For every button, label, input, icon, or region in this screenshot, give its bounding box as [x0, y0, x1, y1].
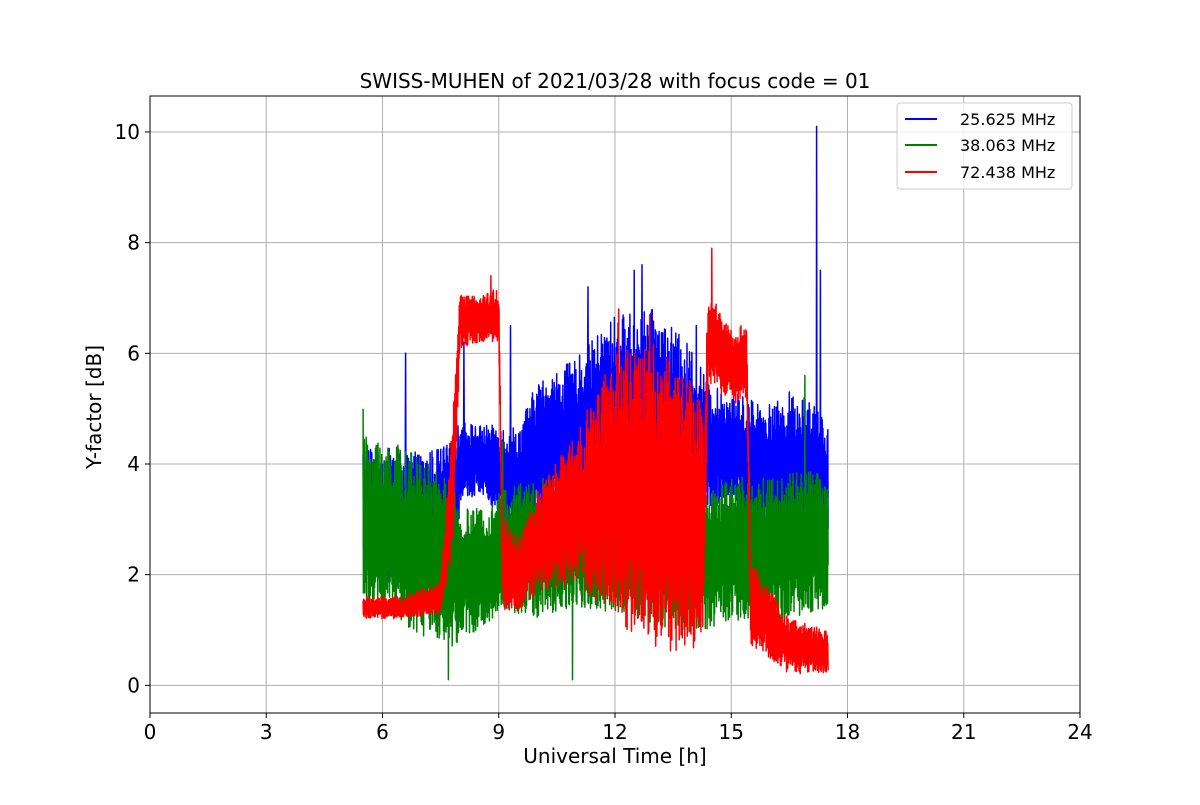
x-tick-label: 15 [719, 720, 744, 744]
y-tick-label: 10 [115, 120, 140, 144]
chart-title: SWISS-MUHEN of 2021/03/28 with focus cod… [360, 69, 871, 93]
series-line-1 [362, 125, 829, 597]
x-tick-label: 9 [492, 720, 505, 744]
series-line-3 [362, 247, 829, 675]
legend-label-3: 72.438 MHz [960, 163, 1055, 182]
legend-entry-1: 25.625 MHz [905, 110, 1055, 129]
x-tick-label: 0 [144, 720, 157, 744]
x-tick-label: 6 [376, 720, 389, 744]
y-tick-label: 0 [127, 673, 140, 697]
legend-label-1: 25.625 MHz [960, 110, 1055, 129]
legend: 25.625 MHz 38.063 MHz 72.438 MHz [896, 102, 1073, 190]
legend-entry-3: 72.438 MHz [905, 163, 1055, 182]
x-tick-label: 24 [1067, 720, 1092, 744]
x-axis-label: Universal Time [h] [523, 744, 706, 768]
y-tick-label: 8 [127, 231, 140, 255]
y-tick-label: 4 [127, 452, 140, 476]
x-tick-label: 3 [260, 720, 273, 744]
x-tick-label: 12 [602, 720, 627, 744]
y-tick-label: 2 [127, 563, 140, 587]
plot-frame [149, 95, 1081, 714]
x-tick-label: 18 [835, 720, 860, 744]
legend-label-2: 38.063 MHz [960, 136, 1055, 155]
legend-box [896, 102, 1073, 190]
y-tick-label: 6 [127, 341, 140, 365]
legend-entry-2: 38.063 MHz [905, 136, 1055, 155]
x-tick-label: 21 [951, 720, 976, 744]
plot-area [362, 125, 829, 681]
y-axis-label: Y-factor [dB] [82, 345, 106, 470]
